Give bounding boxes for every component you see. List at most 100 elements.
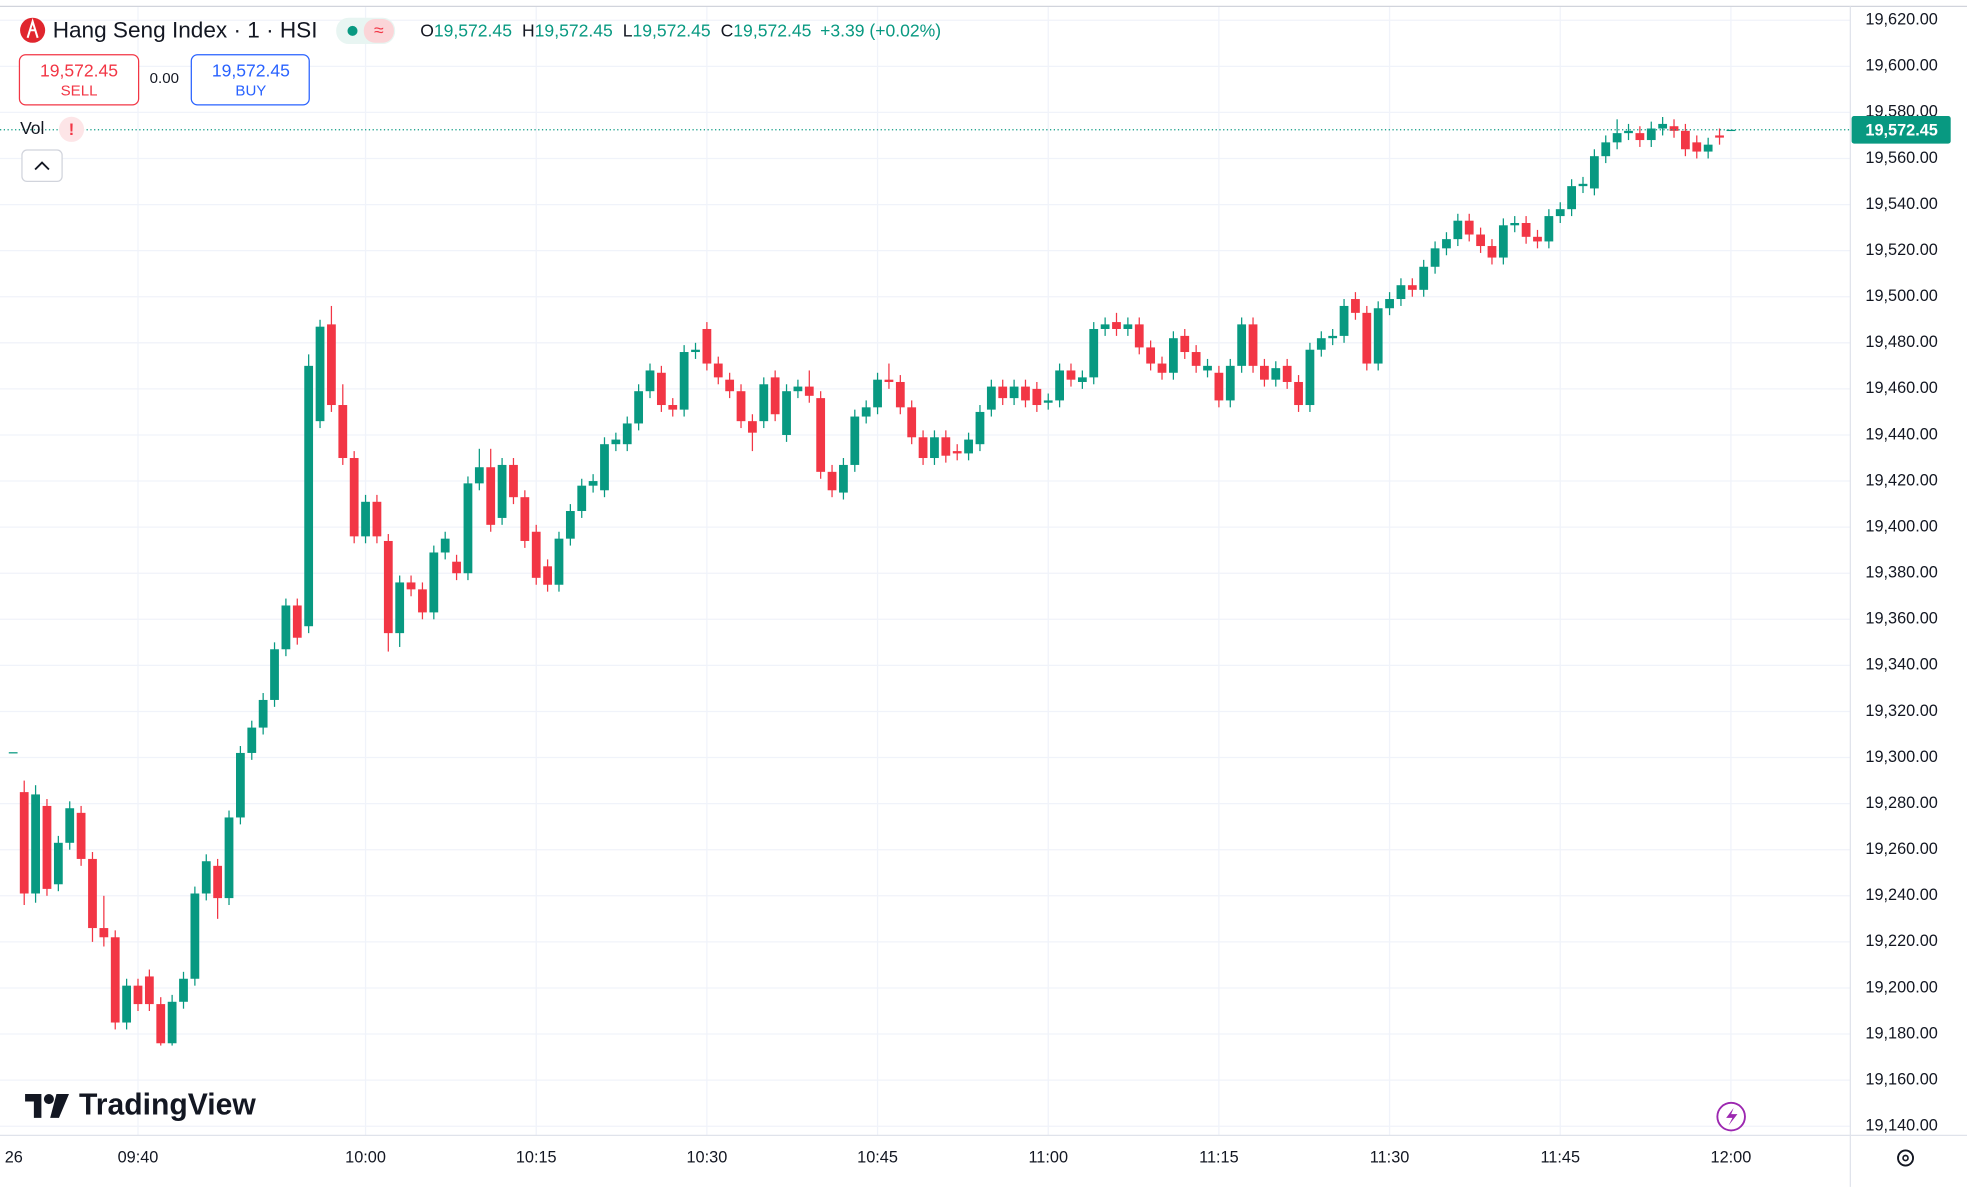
x-tick-label: 10:15 [516,1148,557,1166]
candle-body [1112,322,1121,329]
candle-body [1294,381,1303,406]
y-tick-label: 19,300.00 [1865,748,1938,766]
candle-body [110,937,120,1023]
candle-body [952,451,962,454]
x-tick-label: 11:45 [1540,1148,1580,1166]
candle-body [520,497,530,541]
candle-body [270,649,279,700]
candle-body [190,893,200,979]
candle-body [1225,365,1235,401]
candle-body [224,817,234,899]
candle-body [1612,133,1622,143]
candle-body [861,407,871,417]
candle-body [622,423,632,445]
candle-body [873,379,882,408]
candle-body [1089,328,1099,378]
candle-body [1362,312,1372,364]
x-tick-label: 10:00 [345,1148,386,1166]
candle-body [1555,209,1565,217]
candle-body [292,605,302,638]
y-tick-label: 19,220.00 [1865,932,1938,950]
candle-body [1464,220,1474,235]
candle-body [53,842,63,885]
candle-body [1407,285,1417,290]
candle-body [634,391,644,424]
candle-body [1123,324,1133,329]
candle-body [463,483,473,574]
y-tick-label: 19,480.00 [1865,333,1938,351]
x-tick-label: 11:00 [1028,1148,1068,1166]
y-tick-label: 19,500.00 [1865,287,1938,305]
candle-body [1635,133,1645,141]
candle-body [201,861,211,894]
y-tick-label: 19,340.00 [1865,656,1938,674]
candle-body [1237,324,1247,366]
candle-body [1271,368,1281,380]
candle-body [645,370,655,392]
sell-button[interactable] [18,54,140,106]
candle-body [1396,285,1406,300]
candle-body [1168,338,1178,373]
candle-body [793,386,803,392]
candle-body [1419,266,1429,290]
candle-body [1510,222,1520,226]
buy-label: BUY [235,83,266,100]
candle-body [895,381,905,408]
candle-body [1316,338,1326,350]
candle-body [770,377,780,415]
candle-body [497,464,507,518]
candle-body [1385,299,1394,309]
candle-body [1453,220,1463,240]
candle-body [1533,236,1542,242]
candle-body [884,379,894,382]
candle-body [1442,239,1451,249]
x-tick-label: 10:30 [686,1148,727,1166]
candle-body [1248,324,1258,366]
last-price-label: 19,572.45 [1865,121,1938,139]
candle-body [941,437,951,456]
brand-logo [25,1094,69,1118]
candle-body [1351,299,1360,313]
x-tick-label: 12:00 [1711,1148,1752,1166]
candle-body [509,464,518,498]
y-tick-label: 19,520.00 [1865,241,1938,259]
candle-body [1498,225,1508,258]
candle-body [88,858,97,929]
settings-button[interactable] [1897,1149,1914,1167]
y-tick-label: 19,560.00 [1865,149,1938,167]
candle-body [1578,183,1588,187]
brand-name[interactable]: TradingView [79,1089,256,1122]
candle-body [1715,135,1724,138]
candle-body [1009,386,1019,399]
candle-body [907,407,917,438]
candle-body [304,365,314,627]
candle-body [1077,377,1087,382]
candle-body [691,349,700,353]
symbol-title[interactable]: Hang Seng Index · 1 · HSI [53,17,318,42]
candle-body [736,391,746,422]
candle-body [668,405,678,410]
y-tick-label: 19,620.00 [1865,11,1938,29]
candle-body [1043,400,1053,403]
candle-body [1624,130,1633,134]
y-tick-label: 19,380.00 [1865,564,1938,582]
candle-body [1487,246,1497,258]
candle-body [361,501,370,537]
candle-body [383,540,393,634]
candle-body [588,481,598,486]
candle-body [372,501,382,537]
buy-price: 19,572.45 [212,60,290,80]
candle-body [998,386,1008,399]
candle-body [1339,305,1349,336]
volume-warning[interactable] [58,116,85,142]
candle-body [349,458,359,537]
candle-body [782,391,791,435]
candle-body [1373,308,1383,364]
candle-body [19,792,29,894]
volume-label[interactable]: Vol [20,118,44,138]
candles [19,117,1736,1046]
candle-body [1646,128,1656,141]
buy-button[interactable] [190,54,310,106]
warning-icon: ! [69,121,74,139]
collapse-button[interactable] [21,149,63,183]
